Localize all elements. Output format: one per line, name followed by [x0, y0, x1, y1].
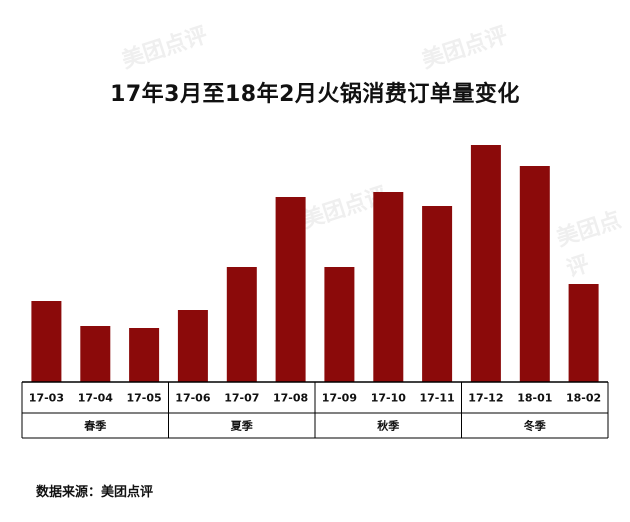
bar-17-11 [422, 206, 453, 382]
bar-17-10 [373, 192, 404, 382]
tick-label-18-02: 18-02 [566, 392, 601, 405]
season-label-1: 夏季 [231, 419, 254, 433]
tick-label-17-03: 17-03 [29, 392, 64, 405]
tick-label-17-08: 17-08 [273, 392, 308, 405]
tick-label-17-04: 17-04 [78, 392, 114, 405]
chart-title: 17年3月至18年2月火锅消费订单量变化 [110, 82, 520, 107]
season-label-2: 秋季 [377, 419, 400, 433]
tick-label-17-10: 17-10 [371, 392, 407, 405]
bar-17-08 [275, 197, 306, 382]
season-label-0: 春季 [84, 419, 107, 433]
season-label-3: 冬季 [524, 419, 547, 433]
bar-17-05 [129, 328, 160, 382]
bar-17-06 [177, 310, 208, 382]
bar-18-02 [568, 284, 599, 382]
source-note: 数据来源：美团点评 [36, 485, 154, 500]
bar-17-04 [80, 326, 111, 382]
tick-label-17-12: 17-12 [468, 392, 503, 405]
tick-label-17-06: 17-06 [175, 392, 211, 405]
bar-17-03 [31, 301, 62, 382]
bar-17-12 [470, 145, 501, 382]
tick-label-17-05: 17-05 [127, 392, 162, 405]
tick-label-17-11: 17-11 [420, 392, 455, 405]
tick-label-17-09: 17-09 [322, 392, 357, 405]
tick-label-17-07: 17-07 [224, 392, 259, 405]
bar-17-07 [226, 267, 257, 382]
bars-group [31, 145, 599, 382]
tick-label-18-01: 18-01 [517, 392, 552, 405]
bar-18-01 [519, 166, 550, 382]
bar-17-09 [324, 267, 355, 382]
category-table: 春季 夏季 秋季 冬季 17-03 17-04 17-05 17-06 17-07 17-08 17… [21, 381, 609, 439]
